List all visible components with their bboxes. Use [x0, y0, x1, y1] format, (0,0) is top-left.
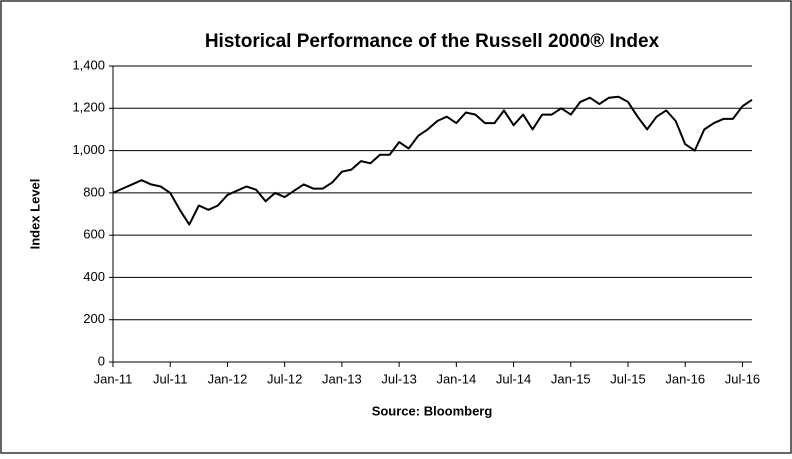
x-tick-label: Jan-15 — [551, 371, 591, 386]
x-tick-label: Jul-15 — [610, 371, 645, 386]
x-tick-label: Jan-11 — [94, 371, 133, 386]
y-tick-label: 1,200 — [72, 100, 105, 115]
x-tick-label: Jul-14 — [496, 371, 531, 386]
y-tick-label: 200 — [83, 311, 105, 326]
x-tick-label: Jan-13 — [322, 371, 362, 386]
y-tick-label: 400 — [83, 269, 105, 284]
y-tick-label: 0 — [98, 353, 105, 368]
index-line — [112, 95, 753, 226]
source-note: Source: Bloomberg — [372, 403, 493, 418]
y-tick-label: 1,000 — [72, 142, 105, 157]
x-tick-label: Jul-13 — [381, 371, 416, 386]
x-tick-label: Jul-16 — [725, 371, 760, 386]
x-tick-label: Jul-11 — [153, 371, 187, 386]
y-tick-label: 1,400 — [72, 57, 105, 72]
y-axis-label: Index Level — [27, 179, 42, 250]
y-tick-label: 800 — [83, 184, 105, 199]
x-tick-label: Jan-14 — [436, 371, 476, 386]
chart-title: Historical Performance of the Russell 20… — [205, 31, 660, 52]
x-tick-label: Jul-12 — [267, 371, 302, 386]
x-tick-label: Jan-16 — [665, 371, 705, 386]
x-tick-label: Jan-12 — [208, 371, 248, 386]
y-tick-label: 600 — [83, 227, 105, 242]
